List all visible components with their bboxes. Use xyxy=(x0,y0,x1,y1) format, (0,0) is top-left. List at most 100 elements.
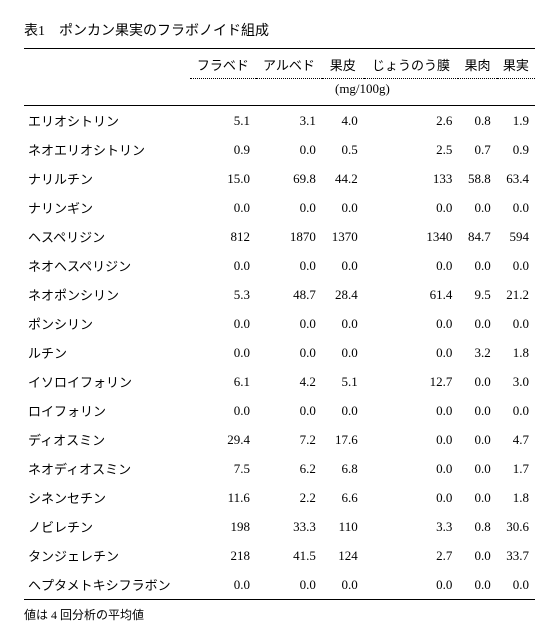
cell-value: 0.0 xyxy=(364,309,459,338)
cell-value: 33.3 xyxy=(256,512,322,541)
cell-value: 1370 xyxy=(322,222,364,251)
cell-value: 0.0 xyxy=(364,483,459,512)
cell-value: 0.0 xyxy=(364,193,459,222)
table-title: 表1 ポンカン果実のフラボノイド組成 xyxy=(24,20,535,40)
table-row: ナリンギン0.00.00.00.00.00.0 xyxy=(24,193,535,222)
cell-value: 3.1 xyxy=(256,106,322,136)
row-label: ロイフォリン xyxy=(24,396,190,425)
cell-value: 58.8 xyxy=(458,164,496,193)
cell-value: 0.0 xyxy=(256,193,322,222)
cell-value: 0.9 xyxy=(190,135,256,164)
cell-value: 9.5 xyxy=(458,280,496,309)
cell-value: 0.0 xyxy=(458,425,496,454)
cell-value: 69.8 xyxy=(256,164,322,193)
cell-value: 0.0 xyxy=(256,570,322,600)
cell-value: 2.2 xyxy=(256,483,322,512)
cell-value: 0.0 xyxy=(458,541,496,570)
cell-value: 5.3 xyxy=(190,280,256,309)
cell-value: 28.4 xyxy=(322,280,364,309)
cell-value: 6.2 xyxy=(256,454,322,483)
cell-value: 4.0 xyxy=(322,106,364,136)
cell-value: 17.6 xyxy=(322,425,364,454)
row-label: ヘスペリジン xyxy=(24,222,190,251)
cell-value: 198 xyxy=(190,512,256,541)
row-label: ルチン xyxy=(24,338,190,367)
cell-value: 0.0 xyxy=(497,251,535,280)
table-row: ルチン0.00.00.00.03.21.8 xyxy=(24,338,535,367)
cell-value: 0.0 xyxy=(364,454,459,483)
row-label: ヘプタメトキシフラボン xyxy=(24,570,190,600)
cell-value: 0.0 xyxy=(497,570,535,600)
cell-value: 1870 xyxy=(256,222,322,251)
table-row: ロイフォリン0.00.00.00.00.00.0 xyxy=(24,396,535,425)
cell-value: 0.0 xyxy=(458,309,496,338)
cell-value: 110 xyxy=(322,512,364,541)
cell-value: 33.7 xyxy=(497,541,535,570)
col-flavedo: フラベド xyxy=(190,49,256,79)
cell-value: 29.4 xyxy=(190,425,256,454)
table-row: ネオエリオシトリン0.90.00.52.50.70.9 xyxy=(24,135,535,164)
cell-value: 0.0 xyxy=(190,396,256,425)
cell-value: 4.2 xyxy=(256,367,322,396)
cell-value: 63.4 xyxy=(497,164,535,193)
cell-value: 0.9 xyxy=(497,135,535,164)
col-peel: 果皮 xyxy=(322,49,364,79)
cell-value: 5.1 xyxy=(190,106,256,136)
table-row: ヘスペリジン81218701370134084.7594 xyxy=(24,222,535,251)
cell-value: 2.5 xyxy=(364,135,459,164)
row-label: ネオディオスミン xyxy=(24,454,190,483)
cell-value: 0.0 xyxy=(322,338,364,367)
table-row: ディオスミン29.47.217.60.00.04.7 xyxy=(24,425,535,454)
cell-value: 6.6 xyxy=(322,483,364,512)
cell-value: 0.5 xyxy=(322,135,364,164)
cell-value: 0.0 xyxy=(190,570,256,600)
cell-value: 0.0 xyxy=(364,338,459,367)
unit-row: (mg/100g) xyxy=(24,79,535,106)
cell-value: 1.9 xyxy=(497,106,535,136)
table-row: ノビレチン19833.31103.30.830.6 xyxy=(24,512,535,541)
cell-value: 0.0 xyxy=(322,251,364,280)
cell-value: 1.8 xyxy=(497,338,535,367)
cell-value: 0.0 xyxy=(322,309,364,338)
cell-value: 21.2 xyxy=(497,280,535,309)
cell-value: 3.3 xyxy=(364,512,459,541)
cell-value: 44.2 xyxy=(322,164,364,193)
col-membrane: じょうのう膜 xyxy=(364,49,459,79)
flavonoid-table: フラベド アルベド 果皮 じょうのう膜 果肉 果実 (mg/100g) エリオシ… xyxy=(24,48,535,600)
row-label: ノビレチン xyxy=(24,512,190,541)
cell-value: 0.0 xyxy=(190,309,256,338)
cell-value: 1.7 xyxy=(497,454,535,483)
table-row: ヘプタメトキシフラボン0.00.00.00.00.00.0 xyxy=(24,570,535,600)
table-row: ネオディオスミン7.56.26.80.00.01.7 xyxy=(24,454,535,483)
cell-value: 0.0 xyxy=(458,454,496,483)
cell-value: 0.0 xyxy=(322,193,364,222)
row-label: ポンシリン xyxy=(24,309,190,338)
cell-value: 0.7 xyxy=(458,135,496,164)
table-row: ネオポンシリン5.348.728.461.49.521.2 xyxy=(24,280,535,309)
table-body: エリオシトリン5.13.14.02.60.81.9ネオエリオシトリン0.90.0… xyxy=(24,106,535,600)
table-row: イソロイフォリン6.14.25.112.70.03.0 xyxy=(24,367,535,396)
header-row: フラベド アルベド 果皮 じょうのう膜 果肉 果実 xyxy=(24,49,535,79)
cell-value: 0.0 xyxy=(458,396,496,425)
cell-value: 41.5 xyxy=(256,541,322,570)
cell-value: 0.8 xyxy=(458,512,496,541)
cell-value: 15.0 xyxy=(190,164,256,193)
cell-value: 0.0 xyxy=(322,396,364,425)
cell-value: 0.0 xyxy=(256,338,322,367)
row-label: ナリルチン xyxy=(24,164,190,193)
row-label: シネンセチン xyxy=(24,483,190,512)
table-footnote: 値は 4 回分析の平均値 xyxy=(24,606,535,623)
cell-value: 11.6 xyxy=(190,483,256,512)
header-blank xyxy=(24,49,190,79)
row-label: ナリンギン xyxy=(24,193,190,222)
cell-value: 84.7 xyxy=(458,222,496,251)
cell-value: 0.0 xyxy=(458,193,496,222)
cell-value: 2.6 xyxy=(364,106,459,136)
cell-value: 0.0 xyxy=(497,309,535,338)
cell-value: 0.0 xyxy=(364,425,459,454)
row-label: エリオシトリン xyxy=(24,106,190,136)
cell-value: 0.8 xyxy=(458,106,496,136)
cell-value: 61.4 xyxy=(364,280,459,309)
row-label: ディオスミン xyxy=(24,425,190,454)
cell-value: 3.2 xyxy=(458,338,496,367)
